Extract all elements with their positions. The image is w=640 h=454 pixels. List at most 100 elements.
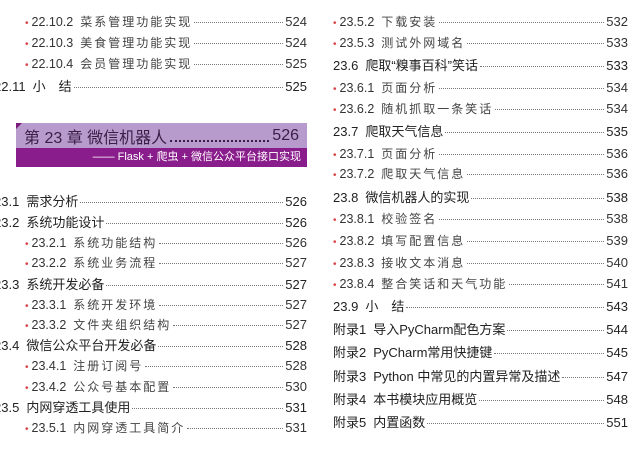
toc-entry[interactable]: • 23.2.1 系统功能结构 526 (25, 234, 307, 252)
entry-title: 公众号基本配置 (73, 380, 172, 394)
entry-page: 540 (606, 255, 628, 270)
bullet-icon: • (333, 105, 337, 116)
toc-entry[interactable]: 23.9 小 结 543 (333, 298, 628, 316)
toc-entry[interactable]: • 23.4.2 公众号基本配置 530 (25, 378, 307, 396)
chapter-title: 第 23 章 微信机器人 (24, 129, 168, 147)
dot-leader (170, 139, 270, 142)
chapter-banner[interactable]: 第 23 章 微信机器人 526 —— Flask + 爬虫 + 微信公众平台接… (16, 123, 307, 167)
entry-number: 22.10.2 (31, 15, 74, 29)
toc-entry[interactable]: 附录3 Python 中常见的内置异常及描述 547 (333, 368, 628, 386)
toc-entry[interactable]: 23.6 爬取“糗事百科”笑话 533 (333, 57, 628, 75)
dot-leader (106, 223, 284, 224)
entry-number: 23.1 (0, 194, 20, 209)
chapter-heading: 第 23 章 微信机器人 526 (16, 123, 307, 148)
bullet-icon: • (333, 170, 337, 181)
entry-number: 22.10.3 (31, 36, 74, 50)
entry-page: 530 (285, 379, 307, 394)
toc-entry[interactable]: • 23.7.1 页面分析 536 (333, 145, 628, 163)
dot-leader (194, 43, 284, 44)
entry-title: 校验签名 (381, 212, 438, 226)
toc-entry[interactable]: 附录2 PyCharm常用快捷键 545 (333, 344, 628, 362)
toc-entry[interactable]: 22.11 小 结 525 (0, 78, 307, 96)
entry-title: 页面分析 (381, 147, 438, 161)
toc-entry[interactable]: • 23.5.1 内网穿透工具简介 531 (25, 419, 307, 437)
dot-leader (194, 22, 284, 23)
dot-leader (495, 109, 605, 110)
entry-number: 23.8.3 (339, 256, 375, 270)
toc-entry[interactable]: • 23.8.3 接收文本消息 540 (333, 254, 628, 272)
entry-title: 需求分析 (26, 194, 79, 209)
toc-entry[interactable]: • 22.10.3 美食管理功能实现 524 (25, 34, 307, 52)
toc-entry[interactable]: • 23.6.2 随机抓取一条笑话 534 (333, 100, 628, 118)
toc-entry[interactable]: • 22.10.4 会员管理功能实现 525 (25, 55, 307, 73)
entry-page: 533 (606, 35, 628, 50)
entry-title: 下载安装 (381, 15, 438, 29)
bullet-icon: • (25, 18, 29, 29)
dot-leader (173, 325, 284, 326)
bullet-icon: • (333, 18, 337, 29)
dot-leader (439, 88, 605, 89)
toc-entry[interactable]: 23.7 爬取天气信息 535 (333, 123, 628, 141)
bullet-icon: • (333, 237, 337, 248)
entry-number: 23.6 (333, 58, 359, 73)
bullet-icon: • (333, 259, 337, 270)
entry-page: 535 (606, 124, 628, 139)
entry-title: 内置函数 (373, 415, 426, 430)
toc-entry[interactable]: 23.2 系统功能设计 526 (0, 214, 307, 232)
toc-entry[interactable]: • 23.8.2 填写配置信息 539 (333, 232, 628, 250)
toc-entry[interactable]: • 23.7.2 爬取天气信息 536 (333, 165, 628, 183)
toc-entry[interactable]: • 23.8.1 校验签名 538 (333, 210, 628, 228)
toc-entry[interactable]: 23.8 微信机器人的实现 538 (333, 189, 628, 207)
entry-number: 23.6.2 (339, 102, 375, 116)
toc-entry[interactable]: • 23.5.2 下载安装 532 (333, 13, 628, 31)
toc-entry[interactable]: 23.5 内网穿透工具使用 531 (0, 399, 307, 417)
entry-page: 538 (606, 190, 628, 205)
entry-number: 附录5 (333, 415, 367, 430)
dot-leader (494, 353, 605, 354)
entry-number: 23.8.4 (339, 277, 375, 291)
dot-leader (158, 346, 284, 347)
dot-leader (467, 241, 605, 242)
entry-title: 菜系管理功能实现 (80, 15, 193, 29)
entry-number: 附录4 (333, 392, 367, 407)
entry-page: 548 (606, 392, 628, 407)
toc-entry[interactable]: 23.4 微信公众平台开发必备 528 (0, 337, 307, 355)
entry-title: 会员管理功能实现 (80, 57, 193, 71)
entry-page: 525 (285, 56, 307, 71)
entry-title: 本书模块应用概览 (373, 392, 478, 407)
toc-entry[interactable]: 附录4 本书模块应用概览 548 (333, 391, 628, 409)
dot-leader (467, 174, 605, 175)
toc-entry[interactable]: 23.3 系统开发必备 527 (0, 276, 307, 294)
entry-number: 23.8.2 (339, 234, 375, 248)
bullet-icon: • (333, 39, 337, 50)
toc-entry[interactable]: • 23.8.4 整合笑话和天气功能 541 (333, 275, 628, 293)
bullet-icon: • (25, 383, 29, 394)
entry-page: 527 (285, 255, 307, 270)
toc-entry[interactable]: 23.1 需求分析 526 (0, 193, 307, 211)
entry-number: 23.3.1 (31, 298, 67, 312)
dot-leader (439, 154, 605, 155)
toc-entry[interactable]: • 22.10.2 菜系管理功能实现 524 (25, 13, 307, 31)
toc-entry[interactable]: • 23.6.1 页面分析 534 (333, 79, 628, 97)
dot-leader (467, 263, 605, 264)
entry-number: 23.9 (333, 299, 359, 314)
toc-entry[interactable]: 附录1 导入PyCharm配色方案 544 (333, 321, 628, 339)
entry-page: 528 (285, 338, 307, 353)
toc-entry[interactable]: • 23.3.2 文件夹组织结构 527 (25, 316, 307, 334)
dot-leader (106, 285, 284, 286)
toc-entry[interactable]: • 23.5.3 测试外网域名 533 (333, 34, 628, 52)
toc-entry[interactable]: • 23.4.1 注册订阅号 528 (25, 357, 307, 375)
toc-entry[interactable]: • 23.3.1 系统开发环境 527 (25, 296, 307, 314)
entry-title: Python 中常见的内置异常及描述 (373, 369, 561, 384)
entry-number: 23.2.1 (31, 236, 67, 250)
toc-entry[interactable]: • 23.2.2 系统业务流程 527 (25, 254, 307, 272)
dot-leader (445, 132, 605, 133)
entry-page: 538 (606, 211, 628, 226)
entry-title: 文件夹组织结构 (73, 318, 172, 332)
toc-entry[interactable]: 附录5 内置函数 551 (333, 414, 628, 432)
entry-number: 23.4.2 (31, 380, 67, 394)
bullet-icon: • (333, 280, 337, 291)
entry-page: 536 (606, 146, 628, 161)
entry-title: 测试外网域名 (381, 36, 466, 50)
entry-page: 543 (606, 299, 628, 314)
